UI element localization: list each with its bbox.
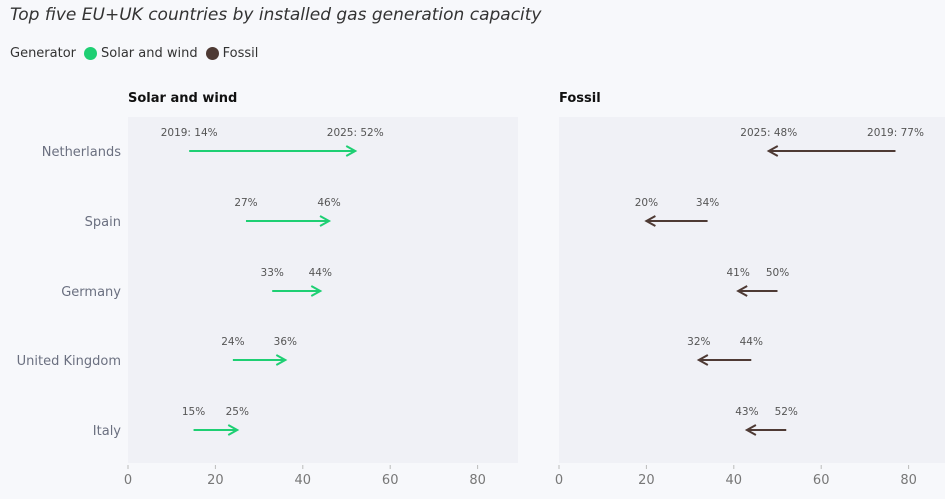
legend-label-fossil[interactable]: Fossil [222,46,259,61]
end-label: 41% [726,267,749,279]
start-label: 34% [696,197,719,209]
category-label: Spain [85,215,121,230]
start-label: 33% [261,267,284,279]
category-label: Italy [93,424,122,439]
x-tick-label: 60 [813,473,830,488]
arrow-head [319,215,332,227]
start-label: 15% [182,406,205,418]
x-tick-label: 20 [207,473,224,488]
x-tick-label: 0 [555,473,563,488]
start-label: 50% [766,267,789,279]
arrow-head [275,354,288,366]
panel-title: Solar and wind [128,91,237,106]
x-tick-label: 0 [124,473,132,488]
end-label: 46% [317,197,340,209]
chart-title: Top five EU+UK countries by installed ga… [10,5,542,25]
x-tick-label: 40 [726,473,743,488]
legend-swatch-fossil [205,47,219,60]
panel-title: Fossil [559,91,601,106]
start-label: 2019: 77% [867,127,924,139]
x-tick-label: 20 [638,473,655,488]
legend-label-solar[interactable]: Solar and wind [101,46,198,61]
legend-title: Generator [10,46,77,61]
x-tick-label: 60 [382,473,399,488]
end-label: 2025: 52% [327,127,384,139]
x-tick-label: 80 [900,473,917,488]
arrow-head [227,424,240,436]
legend: Generator Solar and wind Fossil [10,46,258,61]
start-label: 44% [740,336,763,348]
start-label: 24% [221,336,244,348]
category-label: United Kingdom [17,354,121,369]
start-label: 27% [234,197,257,209]
legend-swatch-solar [84,47,98,60]
start-label: 2019: 14% [161,127,218,139]
end-label: 25% [226,406,249,418]
arrow-head [310,285,323,297]
end-label: 32% [687,336,710,348]
end-label: 43% [735,406,758,418]
end-label: 20% [635,197,658,209]
arrow-head [345,145,358,157]
category-label: Germany [61,285,121,300]
arrow-head [696,354,709,366]
arrow-head [766,145,779,157]
panel-background [128,117,518,463]
x-tick-label: 80 [469,473,486,488]
arrow-head [736,285,748,297]
end-label: 36% [274,336,297,348]
category-label: Netherlands [42,145,121,160]
arrow-head [644,215,656,227]
end-label: 2025: 48% [740,127,797,139]
start-label: 52% [775,406,798,418]
x-tick-label: 40 [295,473,312,488]
arrow-head [744,424,757,436]
end-label: 44% [309,267,332,279]
